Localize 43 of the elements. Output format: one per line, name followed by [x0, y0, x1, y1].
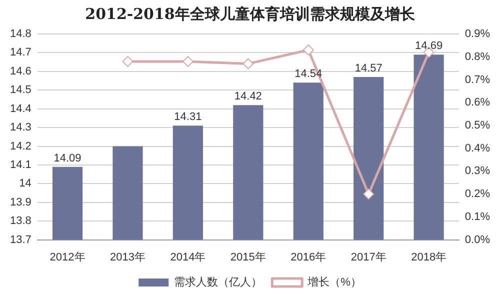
y2-tick-label: 0.7%	[464, 74, 490, 86]
y2-tick-label: 0.9%	[464, 28, 490, 40]
data-label: 14.09	[54, 152, 82, 164]
x-tick-label: 2014年	[170, 251, 206, 264]
y2-tick-label: 0.3%	[464, 165, 490, 178]
y-tick-label: 14.6	[10, 65, 32, 78]
y-tick-label: 14.1	[10, 158, 32, 171]
x-tick-label: 2013年	[110, 251, 146, 264]
data-label: 14.57	[354, 62, 382, 75]
y-tick-label: 14.3	[10, 122, 32, 134]
x-tick-label: 2017年	[350, 251, 386, 264]
x-tick-label: 2015年	[230, 251, 266, 264]
data-label: 14.54	[294, 68, 322, 80]
y-tick-label: 14	[19, 178, 32, 190]
data-label: 14.69	[415, 40, 443, 52]
point	[242, 58, 254, 70]
y-tick-label: 13.7	[10, 234, 32, 246]
x-tick-label: 2016年	[290, 251, 326, 264]
point	[182, 56, 194, 67]
y2-tick-label: 0.4%	[464, 142, 490, 154]
chart-title: 2012-2018年全球儿童体育培训需求规模及增长	[85, 4, 416, 23]
y-tick-label: 13.8	[10, 215, 32, 228]
y-tick-label: 14.8	[10, 28, 32, 40]
legend-label: 需求人数（亿人）	[174, 276, 262, 289]
point	[122, 56, 134, 67]
y2-tick-label: 0.8%	[464, 50, 490, 63]
y-tick-label: 14.5	[10, 84, 32, 96]
y2-tick-label: 0.2%	[464, 188, 490, 200]
data-label: 14.31	[174, 111, 202, 124]
legend-label: 增长（%）	[306, 276, 362, 289]
y-tick-label: 14.4	[10, 102, 32, 115]
y2-tick-label: 0.1%	[464, 210, 490, 223]
x-tick-label: 2018年	[411, 251, 447, 264]
y-tick-label: 13.9	[10, 196, 32, 208]
point	[302, 44, 314, 56]
y2-tick-label: 0.0%	[464, 234, 490, 246]
y-tick-label: 14.2	[10, 140, 32, 152]
data-label: 14.42	[234, 90, 262, 103]
y2-tick-label: 0.5%	[464, 120, 490, 132]
point	[363, 188, 374, 200]
x-tick-label: 2012年	[50, 251, 86, 264]
y2-tick-label: 0.6%	[464, 96, 490, 109]
y-tick-label: 14.7	[10, 46, 32, 59]
